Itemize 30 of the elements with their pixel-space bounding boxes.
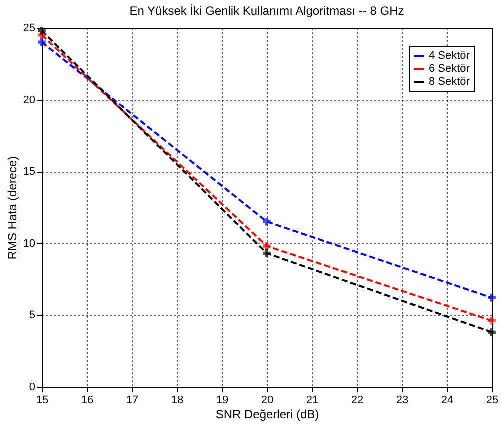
point (38, 38, 46, 46)
y-tick-label: 25 (23, 22, 36, 34)
x-tick-label: 23 (396, 394, 409, 406)
y-tick-label: 0 (29, 382, 36, 394)
y-tick-label: 10 (23, 238, 36, 250)
point (263, 218, 271, 226)
legend-label: 4 Sektör (429, 50, 470, 62)
point (263, 242, 271, 250)
x-axis-title: SNR Değerleri (dB) (216, 408, 320, 422)
y-axis-title: RMS Hata (derece) (5, 156, 20, 260)
y-tick-label: 20 (23, 94, 36, 106)
x-tick-label: 20 (261, 394, 274, 406)
x-tick-label: 22 (351, 394, 364, 406)
point (488, 328, 496, 336)
x-tick-label: 25 (486, 394, 499, 406)
y-tick-label: 5 (29, 310, 36, 322)
point (38, 27, 46, 35)
x-tick-label: 24 (441, 394, 454, 406)
x-tick-label: 16 (81, 394, 94, 406)
point (488, 317, 496, 325)
legend-label: 6 Sektör (429, 63, 470, 75)
x-tick-label: 21 (306, 394, 319, 406)
y-tick-label: 15 (23, 166, 36, 178)
point (488, 294, 496, 302)
x-tick-label: 17 (126, 394, 139, 406)
chart-title: En Yüksek İki Genlik Kullanımı Algoritması -- 8 GHz (130, 4, 404, 18)
point (263, 250, 271, 258)
x-tick-label: 19 (216, 394, 229, 406)
x-tick-label: 18 (171, 394, 184, 406)
legend-label: 8 Sektör (429, 76, 470, 88)
